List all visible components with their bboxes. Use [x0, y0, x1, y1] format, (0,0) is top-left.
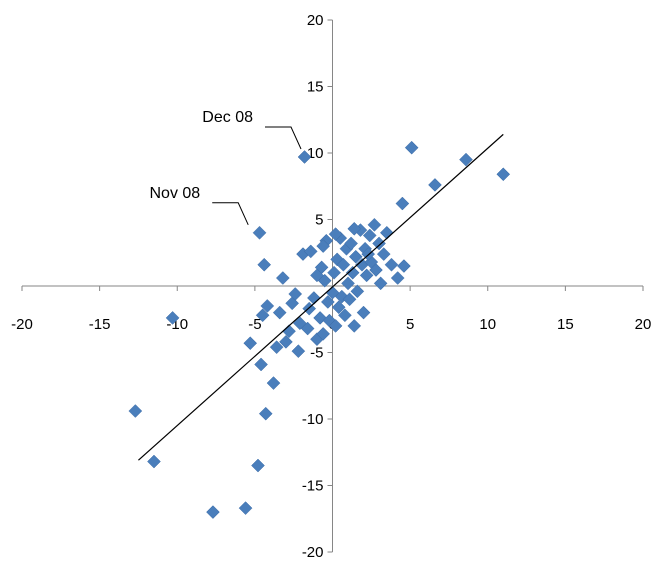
annotation-label: Dec 08: [202, 109, 253, 126]
data-point: [496, 167, 511, 182]
data-point: [128, 404, 143, 418]
data-point: [356, 305, 371, 320]
data-point: [328, 227, 343, 241]
data-point: [373, 276, 388, 291]
data-point: [275, 271, 290, 285]
data-point: [395, 196, 410, 211]
y-ticks: -20 -15 -10 -5 5 10 15 20: [302, 12, 333, 561]
data-point: [269, 340, 284, 355]
data-point: [342, 292, 357, 307]
data-point: [288, 287, 303, 301]
data-point: [362, 228, 377, 243]
data-point: [251, 458, 265, 473]
data-point: [320, 295, 335, 309]
data-point: [384, 257, 399, 272]
data-point: [341, 276, 355, 291]
x-tick-label: 5: [406, 316, 414, 333]
data-point: [397, 259, 411, 273]
data-point: [428, 178, 442, 192]
data-point: [316, 239, 331, 253]
annotation-label: Nov 08: [150, 185, 201, 202]
data-point: [459, 152, 473, 167]
data-point: [347, 319, 362, 333]
annotations: Dec 08 Nov 08: [150, 109, 302, 226]
data-point: [258, 406, 273, 421]
data-point: [255, 308, 270, 323]
data-point: [206, 505, 220, 519]
data-point: [328, 319, 343, 333]
data-point: [338, 308, 352, 323]
data-point: [257, 257, 272, 272]
data-point: [252, 225, 267, 240]
data-point: [297, 150, 312, 164]
x-tick-label: -5: [248, 316, 261, 333]
data-point: [254, 357, 268, 372]
y-tick-label: 15: [307, 79, 324, 96]
data-point: [379, 225, 394, 240]
annotation-leader-line: [212, 202, 249, 226]
data-point: [369, 263, 383, 277]
data-point: [367, 217, 382, 232]
data-point: [272, 305, 287, 320]
y-tick-label: 10: [307, 145, 324, 162]
data-point: [316, 327, 331, 341]
y-tick-label: -20: [302, 544, 324, 561]
x-tick-label: -15: [89, 316, 111, 333]
data-point: [327, 265, 341, 280]
data-point: [279, 335, 293, 349]
annotation-leader-line: [265, 126, 302, 150]
trendline: [138, 133, 504, 461]
data-point: [238, 501, 253, 515]
data-point: [344, 236, 358, 251]
data-point: [260, 299, 275, 313]
y-tick-label: -15: [302, 478, 324, 495]
data-point: [282, 324, 296, 339]
data-point: [291, 344, 306, 359]
data-point: [310, 268, 324, 283]
x-tick-label: 10: [479, 316, 496, 333]
data-point: [376, 247, 391, 261]
y-tick-label: -10: [302, 411, 324, 428]
y-tick-label: -5: [310, 345, 323, 362]
data-point: [404, 140, 419, 155]
data-point: [303, 244, 318, 259]
data-point: [331, 300, 346, 315]
data-point: [390, 271, 405, 285]
y-tick-label: 5: [315, 212, 323, 229]
data-point: [359, 268, 374, 283]
data-point: [165, 311, 180, 325]
data-point: [243, 336, 258, 351]
data-point: [147, 454, 161, 469]
data-point: [347, 221, 362, 236]
x-tick-label: 20: [635, 316, 652, 333]
data-point: [350, 284, 365, 299]
data-point: [266, 376, 281, 390]
data-point: [300, 321, 315, 336]
y-tick-label: 20: [307, 12, 324, 29]
x-tick-label: 15: [557, 316, 574, 333]
data-point: [336, 257, 351, 272]
data-point: [348, 249, 363, 264]
data-point: [345, 265, 360, 280]
x-tick-label: -20: [11, 316, 33, 333]
